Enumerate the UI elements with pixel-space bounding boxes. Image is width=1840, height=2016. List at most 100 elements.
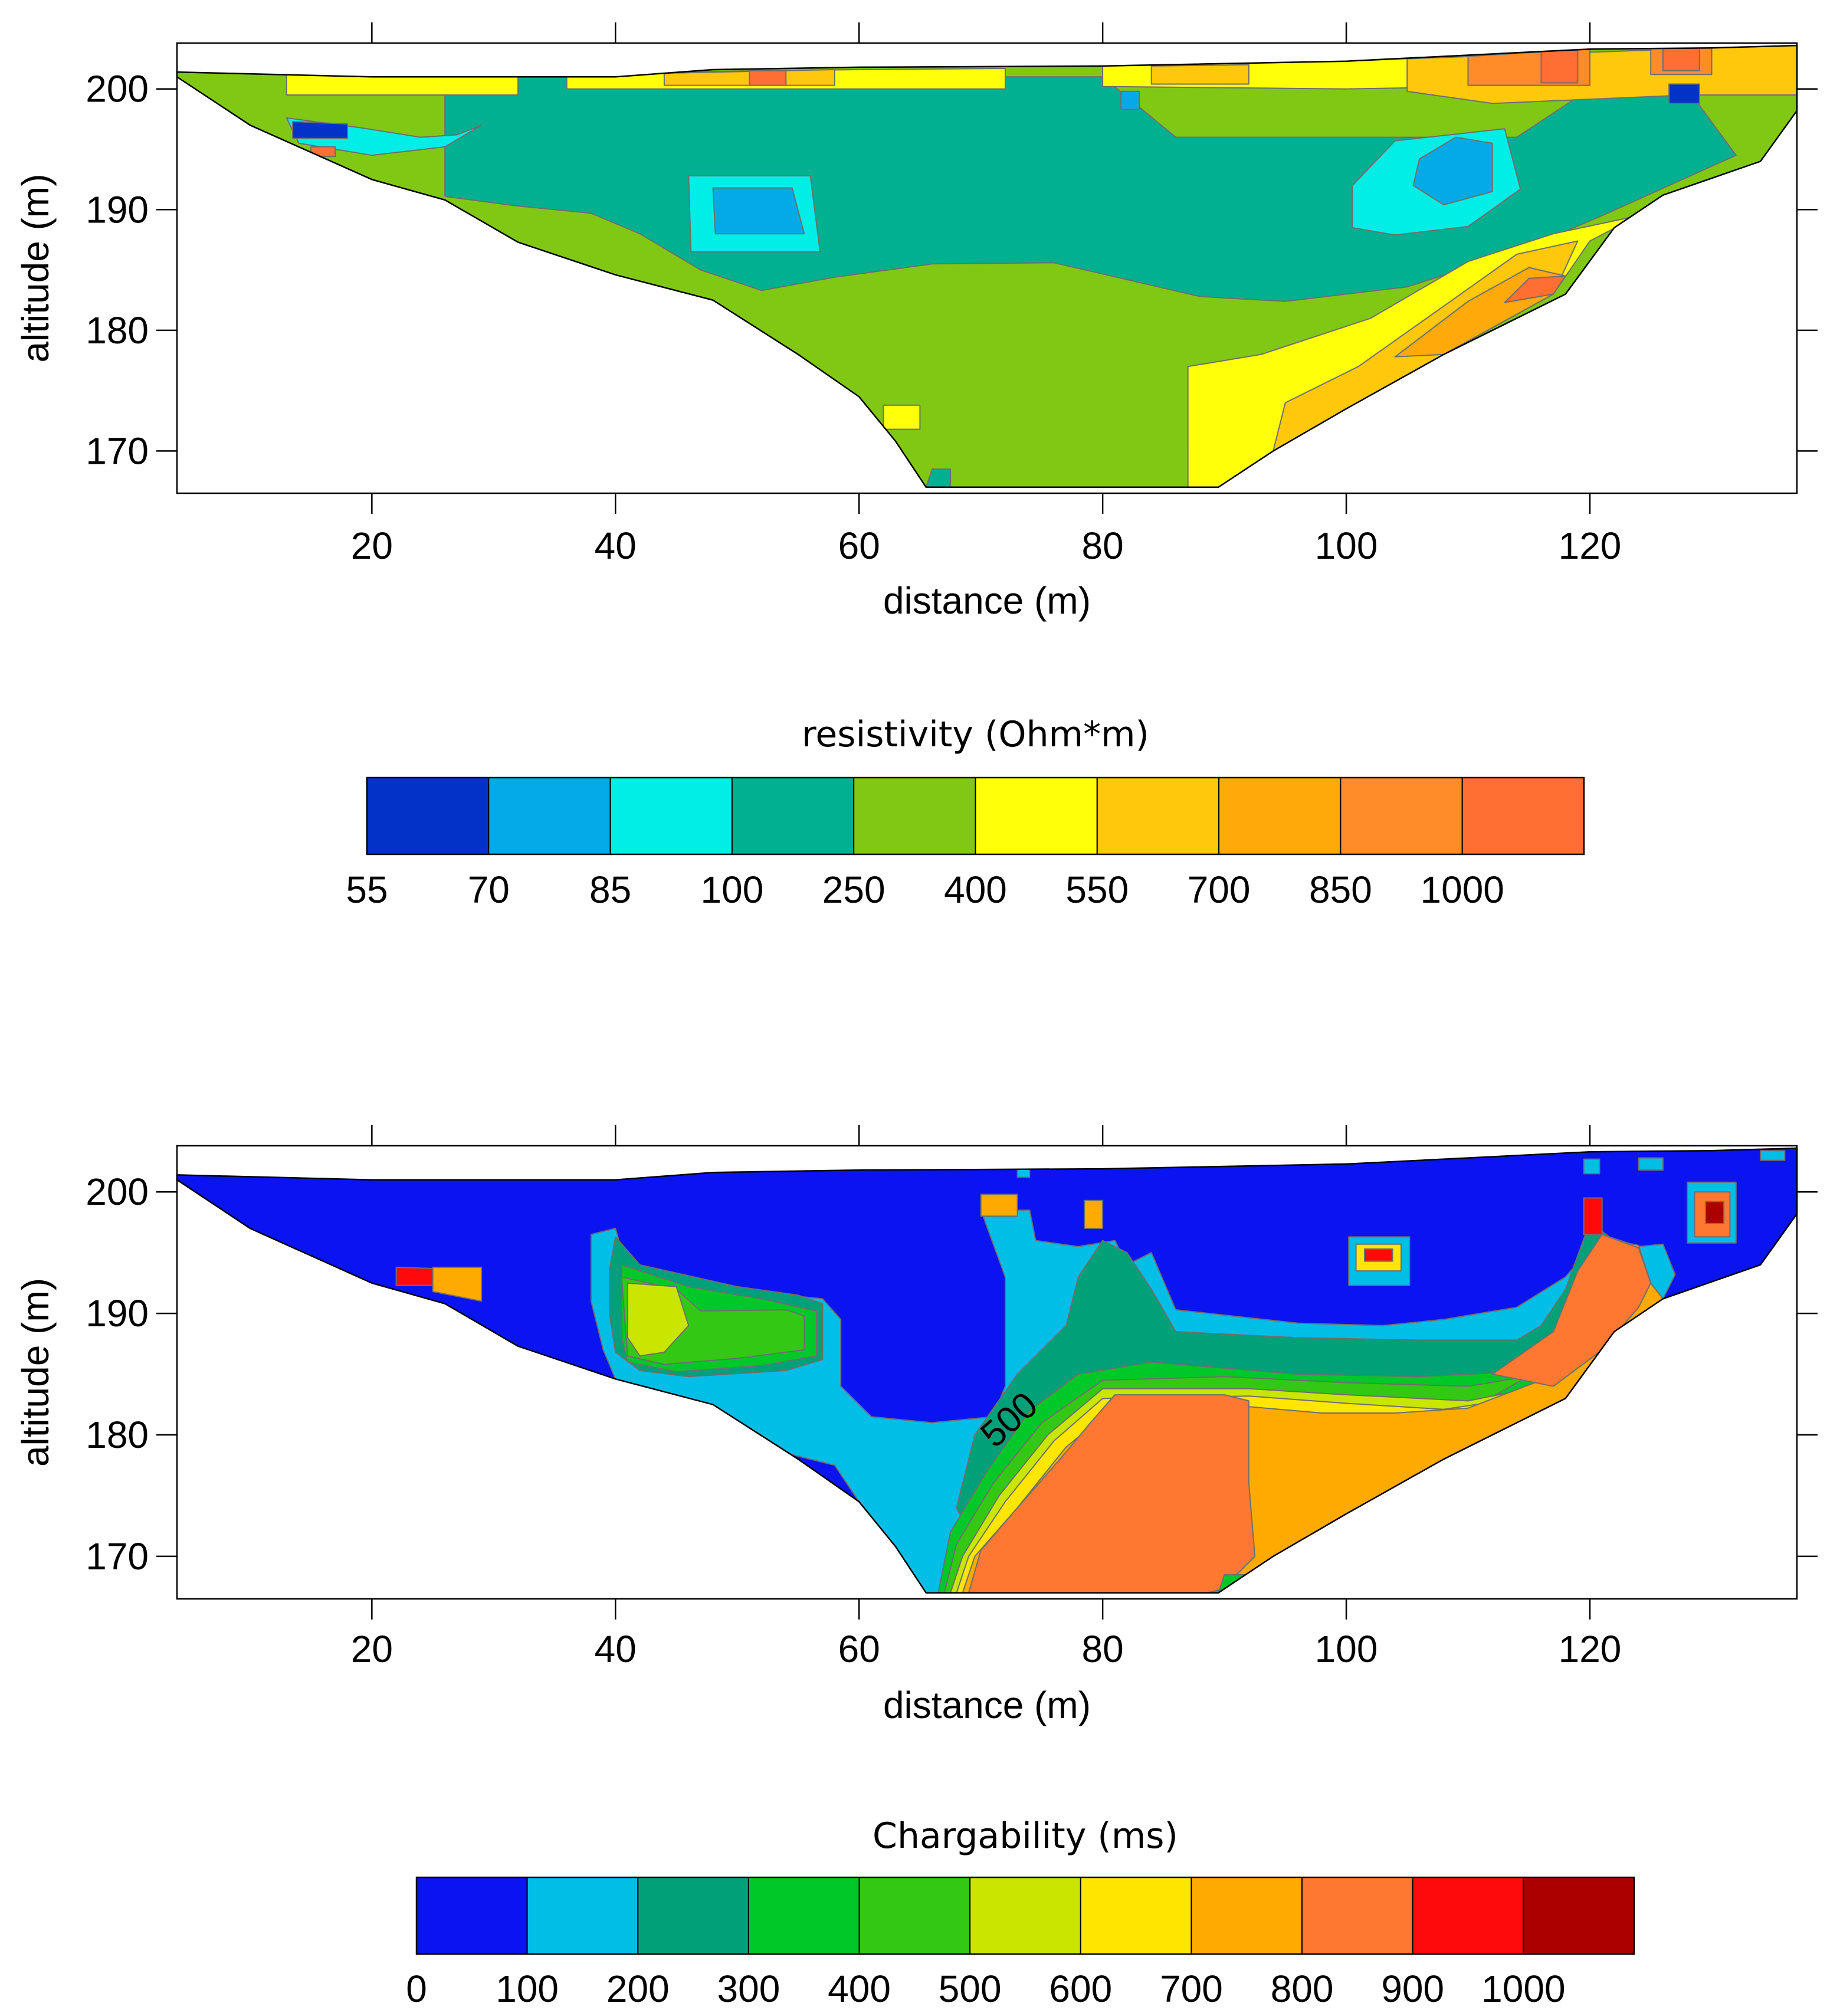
contour-region-8	[1491, 1234, 1652, 1387]
x-axis-title: distance (m)	[883, 1684, 1091, 1726]
colorbar-swatch	[526, 1877, 639, 1955]
colorbar-swatch	[1080, 1877, 1192, 1955]
y-tick-label: 200	[86, 1171, 149, 1213]
colorbar-tick-label: 400	[828, 1968, 891, 2010]
colorbar-swatch	[1301, 1877, 1413, 1955]
contour-region-15	[432, 1266, 483, 1302]
colorbar-tick-label: 1000	[1481, 1968, 1565, 2010]
colorbar-swatch	[488, 777, 611, 855]
colorbar: 55 70 85 100 250 400 550 700 850 1000 resistivity …	[346, 714, 1585, 911]
colorbar-tick-label: 600	[1049, 1968, 1112, 2010]
colorbar-swatch	[975, 777, 1098, 855]
colorbar-tick-label: 700	[1160, 1968, 1223, 2010]
y-tick-label: 170	[86, 1535, 149, 1578]
contour-region-27	[1583, 1158, 1600, 1175]
colorbar-title: resistivity (Ohm*m)	[802, 714, 1149, 755]
y-tick-label: 170	[86, 430, 149, 472]
colorbar-swatch	[1461, 777, 1585, 855]
contour-region-24	[1705, 1201, 1725, 1224]
x-tick-label: 120	[1559, 1628, 1622, 1670]
chargeability-section-plot: 500 20 40 60 80 100 120 170 180 190 200 distance (m…	[14, 1125, 1818, 2010]
contour-region-25	[1638, 1157, 1664, 1171]
x-tick-label: 20	[351, 1628, 393, 1670]
colorbar-swatch	[416, 1877, 528, 1955]
contour-region-19	[1662, 47, 1700, 71]
colorbar-swatch	[731, 777, 855, 855]
colorbar-tick-label: 0	[406, 1968, 427, 2010]
colorbar-tick-label: 500	[939, 1968, 1002, 2010]
colorbar-tick-label: 850	[1309, 868, 1372, 911]
x-tick-label: 20	[351, 525, 393, 567]
colorbar-swatch	[853, 777, 976, 855]
contour-region-14	[1150, 64, 1249, 85]
y-axis-title: altitude (m)	[14, 1278, 57, 1467]
colorbar-tick-label: 100	[701, 868, 764, 911]
colorbar-title: Chargability (ms)	[873, 1815, 1178, 1857]
colorbar-swatch	[609, 777, 733, 855]
x-tick-label: 80	[1082, 1628, 1124, 1670]
colorbar-tick-label: 85	[589, 868, 631, 911]
x-tick-label: 40	[595, 525, 637, 567]
y-tick-label: 180	[86, 309, 149, 352]
colorbar-swatch	[637, 1877, 749, 1955]
y-tick-label: 190	[86, 188, 149, 231]
contour-region-20	[1084, 1199, 1104, 1229]
colorbar-tick-label: 300	[717, 1968, 780, 2010]
contour-region-21	[1583, 1197, 1603, 1235]
colorbar-tick-label: 200	[606, 1968, 670, 2010]
y-axis-title: altitude (m)	[14, 173, 57, 362]
section-outline	[176, 1147, 1798, 1594]
x-tick-label: 120	[1559, 525, 1622, 567]
x-tick-label: 60	[838, 1628, 880, 1670]
x-tick-label: 80	[1082, 525, 1124, 567]
contour-region-19	[980, 1194, 1018, 1217]
contour-region-2	[712, 187, 805, 235]
contour-region-17	[1540, 50, 1579, 84]
contour-region-24	[1120, 90, 1140, 110]
contour-region-7	[968, 1394, 1256, 1593]
contour-region-22	[292, 121, 349, 139]
x-tick-label: 100	[1315, 525, 1378, 567]
resistivity-section-plot: 20 40 60 80 100 120 170 180 190 200 distance (m) al…	[14, 22, 1818, 911]
colorbar-tick-label: 800	[1271, 1968, 1334, 2010]
colorbar-swatch	[366, 777, 490, 855]
x-tick-label: 100	[1315, 1628, 1378, 1670]
contour-region-4	[1412, 136, 1493, 206]
colorbar-frame	[415, 1876, 1635, 1955]
colorbar-tick-label: 900	[1381, 1968, 1444, 2010]
x-tick-label: 40	[595, 1628, 637, 1670]
contour-region-18	[1364, 1248, 1393, 1262]
colorbar-swatch	[858, 1877, 971, 1955]
colorbar-swatch	[1190, 1877, 1303, 1955]
x-axis-title: distance (m)	[883, 579, 1091, 622]
colorbar-tick-label: 70	[468, 868, 510, 911]
colorbar: 0 100 200 300 400 500 600 700 800 900 1000 Chargabi…	[406, 1815, 1635, 2010]
colorbar-swatch	[747, 1877, 860, 1955]
colorbar-swatch	[1096, 777, 1220, 855]
colorbar-tick-label: 700	[1188, 868, 1251, 911]
contour-region-14	[395, 1266, 434, 1286]
x-tick-label: 60	[838, 525, 880, 567]
colorbar-tick-label: 400	[944, 868, 1007, 911]
colorbar-swatch	[1412, 1877, 1524, 1955]
contour-region-13	[627, 1282, 690, 1357]
colorbar-tick-label: 100	[496, 1968, 559, 2010]
contour-region-12	[749, 70, 787, 86]
colorbar-tick-label: 55	[346, 868, 388, 911]
contour-region-26	[1760, 1150, 1786, 1161]
colorbar-swatch	[969, 1877, 1081, 1955]
y-tick-label: 190	[86, 1292, 149, 1335]
contour-region-8	[1504, 275, 1566, 303]
colorbar-frame	[366, 776, 1585, 855]
y-tick-label: 200	[86, 68, 149, 110]
colorbar-swatch	[1523, 1877, 1635, 1955]
colorbar-swatch	[1218, 777, 1342, 855]
contour-region-25	[883, 404, 921, 430]
y-tick-label: 180	[86, 1414, 149, 1456]
colorbar-tick-label: 550	[1065, 868, 1129, 911]
colorbar-swatch	[1340, 777, 1463, 855]
colorbar-tick-label: 250	[822, 868, 885, 911]
colorbar-tick-label: 1000	[1421, 868, 1504, 911]
contour-region-20	[1668, 83, 1700, 104]
